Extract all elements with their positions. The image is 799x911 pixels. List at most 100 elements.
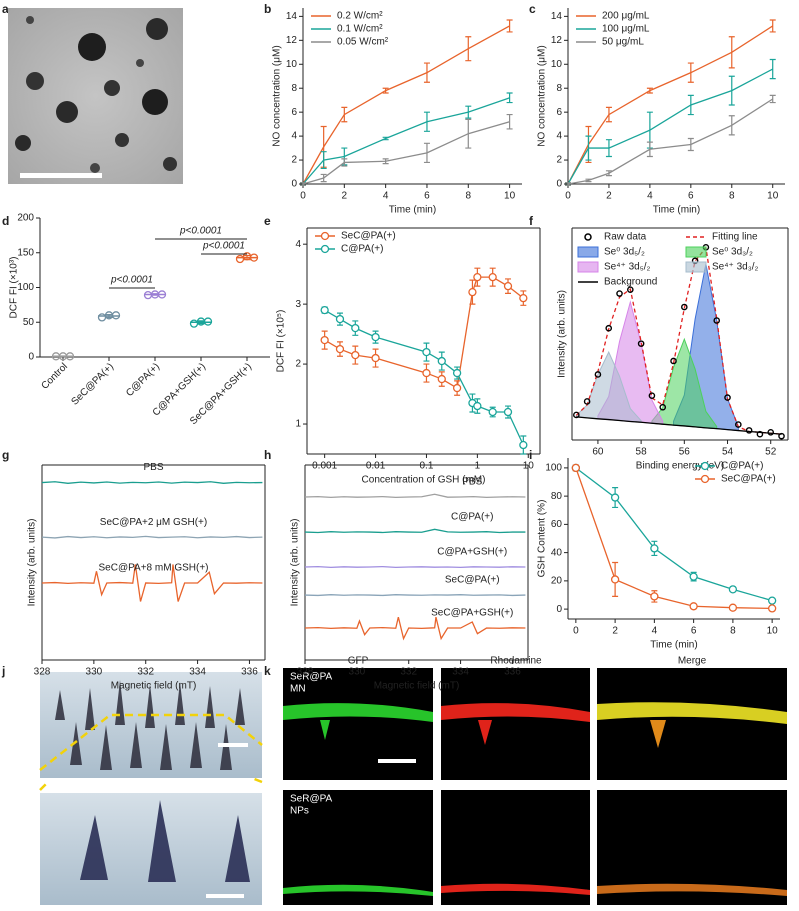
significance-label: p<0.0001 — [202, 241, 245, 252]
error-bar — [728, 75, 735, 106]
y-tick-label: 2 — [291, 155, 297, 166]
x-tick-label: 332 — [400, 667, 417, 678]
error-bar — [646, 141, 653, 158]
marker — [610, 575, 620, 584]
error-bar — [423, 62, 430, 83]
marker — [503, 407, 513, 417]
legend-swatch — [320, 244, 330, 254]
y-tick-label: 12 — [551, 35, 563, 46]
series-line — [567, 25, 774, 185]
x-tick-label: 4 — [652, 626, 658, 637]
marker — [452, 368, 462, 378]
y-tick-label: 0 — [556, 604, 562, 615]
marker — [320, 305, 329, 315]
y-tick-label: 10 — [551, 59, 563, 70]
error-bar — [769, 94, 776, 104]
error-bar — [382, 87, 389, 94]
error-bar — [382, 136, 389, 141]
x-tick-label: 336 — [241, 667, 258, 678]
series-line — [575, 467, 773, 610]
legend-label: 200 μg/mL — [602, 11, 650, 22]
series-line — [567, 68, 774, 185]
legend-label: 0.05 W/cm² — [337, 37, 389, 48]
y-tick-label: 0 — [556, 179, 562, 190]
y-tick-label: 0 — [28, 352, 34, 363]
trace-label: SeC@PA+8 mM GSH(+) — [99, 563, 209, 574]
series-line — [304, 616, 526, 641]
tem-image — [8, 8, 183, 184]
y-tick-label: 4 — [295, 239, 301, 250]
x-tick-label: 10 — [767, 191, 779, 202]
panel-label: d — [2, 214, 9, 228]
data-point — [681, 303, 688, 311]
panel-label: i — [529, 448, 532, 462]
x-axis-label: Time (min) — [653, 205, 700, 216]
marker — [571, 463, 581, 473]
error-bar — [151, 293, 159, 296]
x-tick-label: 0.01 — [366, 461, 386, 472]
trace-label: PBS — [143, 462, 163, 473]
error-bar — [243, 254, 251, 261]
x-tick-label: 0 — [300, 191, 306, 202]
error-bar — [728, 36, 735, 69]
row-label: NPs — [290, 806, 309, 817]
x-tick-label: 10 — [504, 191, 516, 202]
y-tick-label: 6 — [291, 107, 297, 118]
marker — [452, 383, 462, 393]
marker — [689, 602, 698, 611]
data-point — [189, 319, 199, 328]
marker — [437, 356, 446, 366]
column-label: GFP — [348, 656, 369, 667]
x-tick-label: 330 — [349, 667, 366, 678]
y-tick-label: 80 — [551, 491, 563, 502]
legend-label: Background — [604, 277, 657, 288]
x-tick-label: 52 — [765, 447, 777, 458]
marker — [468, 287, 477, 297]
panel-label: f — [529, 214, 534, 228]
y-tick-label: 8 — [291, 83, 297, 94]
error-bar — [465, 36, 472, 62]
x-tick-label: 2 — [606, 191, 612, 202]
series-line — [41, 564, 263, 602]
microneedle-photo — [39, 672, 263, 905]
marker — [488, 407, 497, 417]
marker — [728, 603, 738, 612]
data-point — [724, 394, 731, 401]
data-point — [605, 324, 613, 332]
x-axis-label: Time (min) — [389, 205, 436, 216]
panel-label: g — [2, 448, 9, 462]
x-tick-label: Control — [39, 361, 70, 392]
series-line — [567, 98, 774, 185]
error-bar — [687, 62, 694, 83]
x-tick-label: 0.1 — [420, 461, 434, 472]
column-label: Rhodamine — [490, 656, 542, 667]
legend-swatch — [685, 261, 707, 273]
y-tick-label: 50 — [23, 317, 35, 328]
y-tick-label: 14 — [286, 11, 298, 22]
marker — [371, 332, 380, 342]
error-bar — [605, 106, 612, 123]
row-label: MN — [290, 684, 306, 695]
legend-label: Se⁰ 3d₅/₂ — [604, 247, 645, 258]
x-tick-label: 6 — [424, 191, 430, 202]
error-bar — [506, 19, 513, 33]
x-tick-label: 334 — [452, 667, 469, 678]
legend-label: Se⁴⁺ 3d₅/₂ — [604, 262, 651, 273]
legend-label: SeC@PA(+) — [341, 231, 396, 242]
marker — [650, 592, 659, 601]
x-tick-label: 8 — [466, 191, 472, 202]
data-point — [713, 317, 721, 324]
legend-label: Se⁴⁺ 3d₃/₂ — [712, 262, 759, 273]
x-tick-label: 0 — [565, 191, 571, 202]
y-tick-label: 20 — [551, 576, 563, 587]
row-label: SeR@PA — [290, 794, 333, 805]
y-axis-label: DCF FI (×10³) — [9, 257, 20, 319]
marker — [351, 350, 360, 360]
marker — [519, 440, 528, 450]
y-tick-label: 4 — [556, 131, 562, 142]
trace-label: PBS — [462, 477, 482, 488]
y-tick-label: 100 — [17, 282, 34, 293]
data-point — [616, 290, 623, 297]
data-point — [594, 371, 602, 378]
x-tick-label: SeC@PA(+) — [70, 361, 116, 407]
